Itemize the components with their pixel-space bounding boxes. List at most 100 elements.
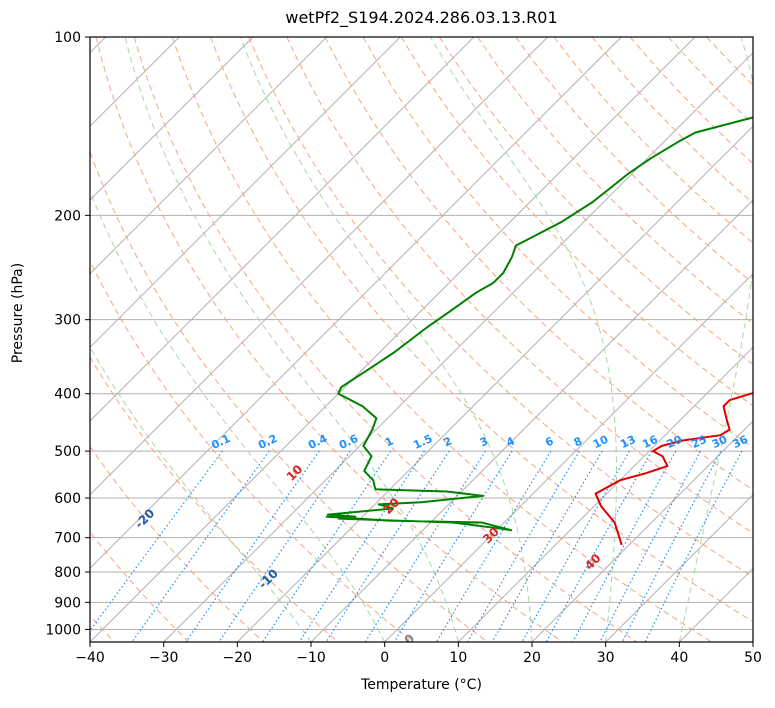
mixing-ratio-label: 13: [618, 433, 637, 451]
mixing-ratio-line: [262, 450, 392, 642]
moist-adiabat-line: [239, 37, 533, 642]
x-tick-label: −30: [149, 650, 179, 666]
mixing-ratio-label: 3: [478, 434, 490, 449]
y-tick-label: 100: [54, 30, 81, 46]
mixing-ratio-label: 25: [689, 433, 708, 451]
mixing-ratio-label: 36: [731, 433, 751, 451]
x-tick-label: 50: [744, 650, 762, 666]
background-lines: [0, 37, 753, 642]
isotherm-line: [752, 641, 753, 642]
dry-adiabat-line: [90, 356, 339, 642]
dry-adiabat-label: 0: [402, 631, 418, 647]
dry-adiabat-line: [90, 259, 414, 642]
isotherm-line: [384, 272, 753, 642]
dry-adiabat-label: 40: [582, 551, 604, 573]
mixing-ratio-line: [435, 450, 552, 642]
y-tick-label: 200: [54, 208, 81, 224]
y-tick-label: 700: [54, 531, 81, 547]
y-tick-label: 800: [54, 565, 81, 581]
isotherm-line: [457, 346, 753, 642]
isotherm-line: [605, 493, 753, 642]
dry-adiabat-line: [324, 37, 753, 491]
moist-adiabat-line: [430, 37, 618, 642]
mixing-ratio-label: 16: [640, 433, 660, 451]
mixing-ratio-line: [572, 450, 677, 642]
y-tick-label: 300: [54, 313, 81, 329]
y-tick-label: 600: [54, 491, 81, 507]
x-tick-label: −20: [223, 650, 253, 666]
dry-adiabat-line: [90, 531, 190, 642]
isotherm-line: [236, 125, 753, 642]
x-tick-label: 10: [449, 650, 467, 666]
dry-adiabat-line: [90, 445, 264, 642]
dry-adiabat-line: [171, 37, 712, 642]
y-tick-label: 900: [54, 595, 81, 611]
mixing-ratio-line: [218, 450, 351, 642]
dry-adiabat-line: [0, 37, 39, 642]
isotherm-line: [90, 37, 254, 201]
mixing-ratio-line: [131, 450, 270, 642]
mixing-ratio-line: [644, 450, 743, 642]
y-tick-label: 500: [54, 444, 81, 460]
mixing-ratio-label: 10: [591, 433, 611, 451]
x-axis-label: Temperature (°C): [361, 677, 482, 693]
isotherm-line: [90, 37, 475, 422]
mixing-ratio-line: [466, 450, 580, 642]
mixing-ratio-line: [599, 450, 702, 642]
mixing-ratio-line: [325, 450, 450, 642]
dry-adiabat-line: [553, 37, 753, 244]
isotherm-line: [0, 37, 32, 642]
dry-adiabat-line: [439, 37, 753, 366]
moist-adiabat-line: [124, 37, 459, 642]
isotherm-line: [90, 37, 401, 349]
dry-adiabat-line: [286, 37, 753, 534]
mixing-ratio-label: 20: [665, 433, 685, 451]
y-tick-label: 1000: [45, 622, 81, 638]
plot-frame: [89, 36, 754, 643]
chart-title: wetPf2_S194.2024.286.03.13.R01: [285, 8, 558, 27]
x-tick-label: 20: [523, 650, 541, 666]
mixing-ratio-line: [90, 450, 223, 632]
isotherm-line: [163, 51, 753, 642]
mixing-ratio-label: 0.4: [306, 432, 329, 452]
isotherm-line: [531, 420, 753, 642]
profile-lines: [325, 116, 753, 546]
dry-adiabat-line: [90, 150, 488, 642]
dry-adiabat-line: [668, 37, 753, 125]
isotherm-line: [90, 37, 622, 570]
line-labels: 0.10.20.40.611.52346810131620253036-100-…: [25, 432, 751, 647]
mixing-ratio-line: [621, 450, 722, 642]
dry-adiabat-line: [210, 37, 753, 623]
isotherm-line: [90, 37, 549, 496]
isotherm-line: [678, 567, 753, 642]
mixing-ratio-label: 1: [383, 434, 395, 449]
temperature-profile-line: [594, 391, 753, 546]
dry-adiabat-line: [90, 614, 115, 642]
moist-adiabat-line: [90, 189, 386, 642]
axes: −40 −30 −20 −10 0 10 20 30 40 5010020030040050060…: [45, 30, 762, 666]
x-tick-label: −10: [296, 650, 326, 666]
x-tick-label: 0: [380, 650, 389, 666]
mixing-ratio-line: [393, 450, 513, 642]
mixing-ratio-label: 0.1: [209, 432, 232, 452]
moist-adiabat-line: [90, 345, 312, 642]
mixing-ratio-line: [491, 450, 603, 642]
x-tick-label: 30: [597, 650, 615, 666]
y-tick-label: 400: [54, 387, 81, 403]
isotherm-line: [90, 37, 696, 642]
dry-adiabat-label: -20: [132, 506, 157, 531]
dry-adiabat-label: -30: [25, 446, 50, 471]
dewpoint-profile-line: [325, 116, 753, 532]
dry-adiabat-line: [477, 37, 753, 325]
x-tick-label: 40: [670, 650, 688, 666]
dry-adiabat-line: [591, 37, 753, 204]
mixing-ratio-line: [298, 450, 425, 642]
dry-adiabat-line: [95, 37, 563, 642]
moist-adiabat-line: [678, 37, 753, 642]
dry-adiabat-line: [133, 37, 638, 642]
isotherm-line: [90, 37, 328, 275]
mixing-ratio-line: [364, 450, 486, 642]
mixing-ratio-line: [521, 450, 631, 642]
mixing-ratio-label: 8: [572, 434, 584, 449]
